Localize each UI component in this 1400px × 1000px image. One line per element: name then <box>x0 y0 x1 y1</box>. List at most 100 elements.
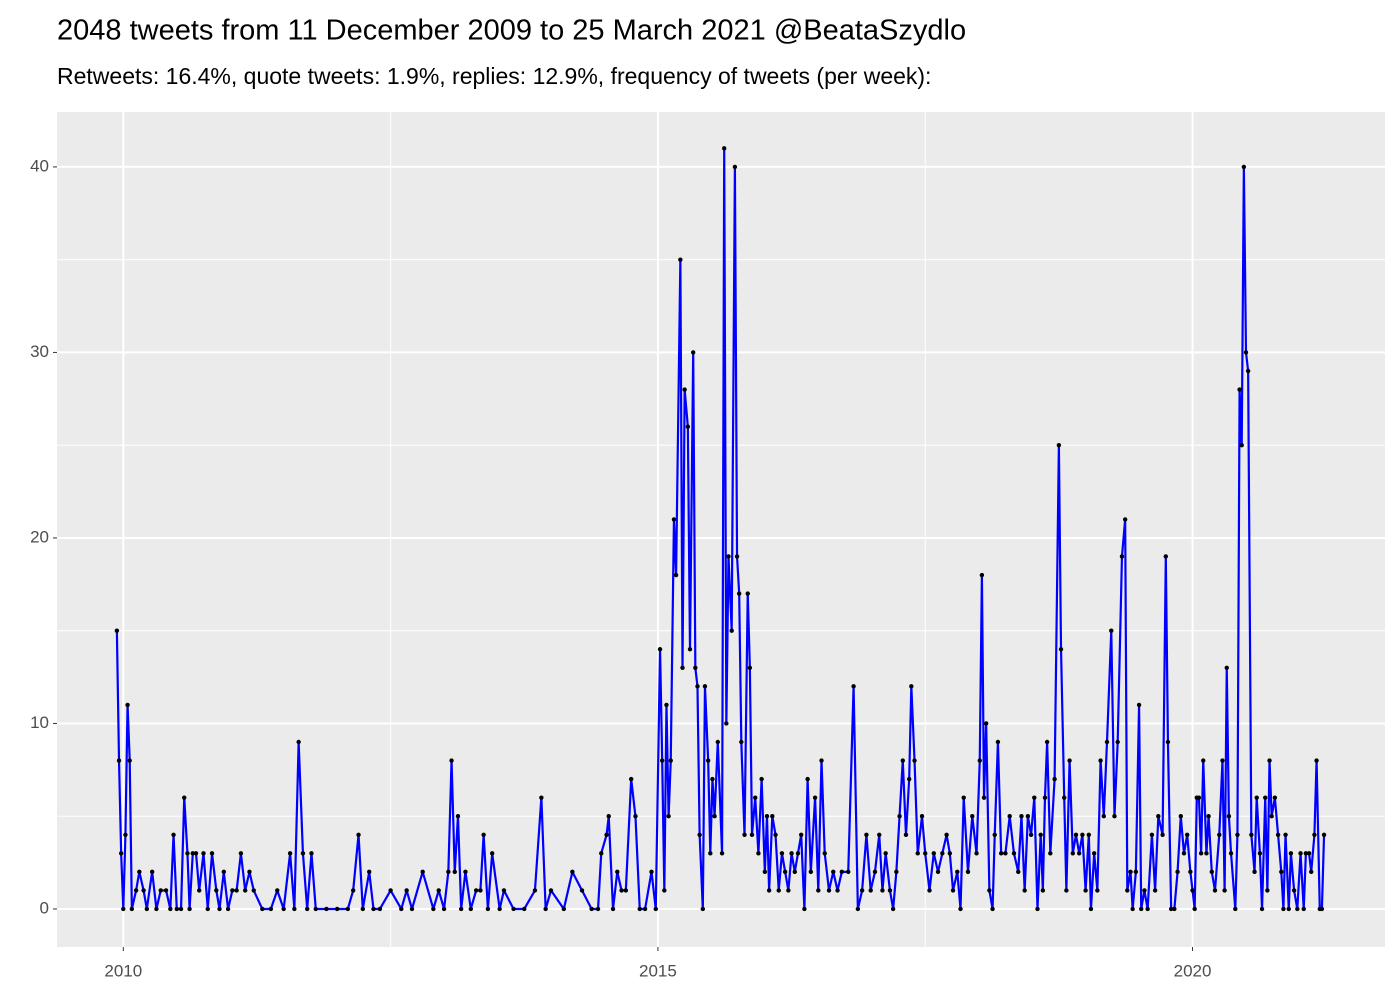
data-point <box>1228 851 1234 856</box>
data-point <box>710 776 715 782</box>
data-point <box>678 257 683 262</box>
data-point <box>171 832 176 837</box>
data-point <box>887 888 893 893</box>
data-point <box>909 684 914 689</box>
data-point <box>1032 795 1037 800</box>
data-point <box>1257 851 1263 856</box>
data-point <box>628 776 634 782</box>
data-point <box>1252 869 1257 875</box>
data-point <box>822 851 827 856</box>
data-point <box>1076 851 1082 856</box>
data-point <box>420 869 425 875</box>
data-point <box>185 851 190 856</box>
data-point <box>970 814 975 819</box>
data-point <box>1275 832 1281 837</box>
data-point <box>221 869 227 875</box>
data-point <box>1122 517 1128 522</box>
data-point <box>995 739 1001 745</box>
data-point <box>649 869 654 875</box>
data-point <box>539 795 544 800</box>
data-point <box>693 665 698 671</box>
data-point <box>1301 906 1306 912</box>
data-point <box>855 906 861 912</box>
data-point <box>732 164 738 170</box>
data-point <box>745 591 750 596</box>
y-tick-label: 10 <box>30 713 49 732</box>
data-point <box>712 814 717 819</box>
data-point <box>1080 832 1085 837</box>
data-point <box>441 906 447 912</box>
data-point <box>532 888 538 893</box>
data-point <box>300 851 306 856</box>
data-point <box>1267 758 1272 763</box>
data-point <box>619 888 624 893</box>
data-point <box>1038 832 1043 837</box>
data-point <box>127 758 132 763</box>
data-point <box>846 869 851 875</box>
data-point <box>468 906 473 912</box>
data-point <box>1168 906 1174 912</box>
data-point <box>734 554 740 559</box>
chart-title: 2048 tweets from 11 December 2009 to 25 … <box>57 15 966 47</box>
data-point <box>123 832 128 837</box>
data-point <box>154 906 159 912</box>
data-point <box>431 906 436 912</box>
data-point <box>766 888 772 893</box>
data-point <box>1283 832 1288 837</box>
data-point <box>313 906 318 912</box>
data-point <box>1245 368 1251 374</box>
x-tick-label: 2015 <box>639 961 677 980</box>
data-point <box>548 888 554 893</box>
data-point <box>1209 869 1214 875</box>
data-point <box>615 869 620 875</box>
data-point <box>1295 906 1300 912</box>
data-point <box>1217 832 1222 837</box>
data-point <box>1149 832 1155 837</box>
data-point <box>217 906 222 912</box>
data-point <box>1226 814 1232 819</box>
data-point <box>292 906 297 912</box>
data-point <box>1016 869 1021 875</box>
data-point <box>287 851 293 856</box>
data-point <box>935 869 941 875</box>
data-point <box>281 906 286 912</box>
data-point <box>1022 888 1027 893</box>
data-point <box>1303 851 1309 856</box>
data-point <box>776 888 781 893</box>
data-point <box>121 906 126 912</box>
data-point <box>958 906 963 912</box>
data-point <box>1040 888 1046 893</box>
data-point <box>826 888 832 893</box>
data-point <box>296 739 301 745</box>
data-point <box>543 906 548 912</box>
data-point <box>702 684 708 689</box>
data-point <box>662 888 667 893</box>
data-point <box>1241 164 1247 170</box>
data-point <box>756 851 761 856</box>
data-point <box>950 888 956 893</box>
data-point <box>1044 739 1050 745</box>
data-point <box>205 906 210 912</box>
data-point <box>739 739 744 745</box>
data-point <box>668 758 673 763</box>
data-point <box>268 906 274 912</box>
data-point <box>1235 832 1240 837</box>
data-point <box>158 888 163 893</box>
data-point <box>144 906 150 912</box>
data-point <box>193 851 199 856</box>
data-point <box>168 906 173 912</box>
data-point <box>798 832 804 837</box>
data-point <box>1312 832 1317 837</box>
data-point <box>1204 851 1209 856</box>
data-point <box>682 387 687 392</box>
data-point <box>770 814 775 819</box>
data-point <box>1042 795 1048 800</box>
data-point <box>377 906 383 912</box>
data-point <box>864 832 869 837</box>
data-point <box>897 814 902 819</box>
data-point <box>214 888 219 893</box>
data-point <box>1112 814 1117 819</box>
data-point <box>981 795 987 800</box>
data-point <box>463 869 468 875</box>
data-point <box>1133 869 1139 875</box>
